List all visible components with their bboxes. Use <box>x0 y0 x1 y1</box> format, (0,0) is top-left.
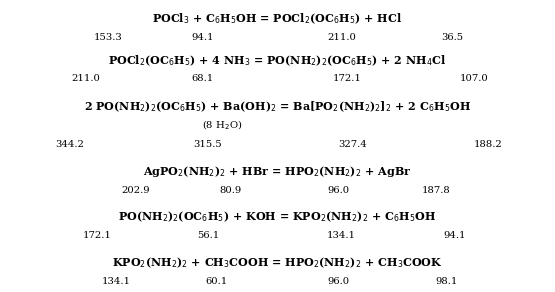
Text: 315.5: 315.5 <box>194 140 223 149</box>
Text: 172.1: 172.1 <box>332 74 361 83</box>
Text: 80.9: 80.9 <box>219 186 241 195</box>
Text: 98.1: 98.1 <box>436 277 458 286</box>
Text: 107.0: 107.0 <box>460 74 489 83</box>
Text: 94.1: 94.1 <box>191 33 214 42</box>
Text: 211.0: 211.0 <box>327 33 356 42</box>
Text: 172.1: 172.1 <box>83 231 112 240</box>
Text: 96.0: 96.0 <box>327 277 350 286</box>
Text: 187.8: 187.8 <box>421 186 450 195</box>
Text: 344.2: 344.2 <box>55 140 84 149</box>
Text: 188.2: 188.2 <box>474 140 503 149</box>
Text: 327.4: 327.4 <box>338 140 367 149</box>
Text: 36.5: 36.5 <box>441 33 463 42</box>
Text: 94.1: 94.1 <box>444 231 466 240</box>
Text: POCl$_2$(OC$_6$H$_5$) + 4 NH$_3$ = PO(NH$_2$)$_2$(OC$_6$H$_5$) + 2 NH$_4$Cl: POCl$_2$(OC$_6$H$_5$) + 4 NH$_3$ = PO(NH… <box>108 53 447 68</box>
Text: 68.1: 68.1 <box>191 74 214 83</box>
Text: POCl$_3$ + C$_6$H$_5$OH = POCl$_2$(OC$_6$H$_5$) + HCl: POCl$_3$ + C$_6$H$_5$OH = POCl$_2$(OC$_6… <box>153 12 402 26</box>
Text: KPO$_2$(NH$_2$)$_2$ + CH$_3$COOH = HPO$_2$(NH$_2$)$_2$ + CH$_3$COOK: KPO$_2$(NH$_2$)$_2$ + CH$_3$COOH = HPO$_… <box>112 256 443 270</box>
Text: 202.9: 202.9 <box>122 186 150 195</box>
Text: 2 PO(NH$_2$)$_2$(OC$_6$H$_5$) + Ba(OH)$_2$ = Ba[PO$_2$(NH$_2$)$_2$]$_2$ + 2 C$_6: 2 PO(NH$_2$)$_2$(OC$_6$H$_5$) + Ba(OH)$_… <box>84 99 471 114</box>
Text: AgPO$_2$(NH$_2$)$_2$ + HBr = HPO$_2$(NH$_2$)$_2$ + AgBr: AgPO$_2$(NH$_2$)$_2$ + HBr = HPO$_2$(NH$… <box>143 164 412 179</box>
Text: 211.0: 211.0 <box>72 74 100 83</box>
Text: 96.0: 96.0 <box>327 186 350 195</box>
Text: 134.1: 134.1 <box>102 277 131 286</box>
Text: 153.3: 153.3 <box>94 33 123 42</box>
Text: 60.1: 60.1 <box>205 277 228 286</box>
Text: 56.1: 56.1 <box>197 231 219 240</box>
Text: (8 H$_2$O): (8 H$_2$O) <box>202 118 242 132</box>
Text: PO(NH$_2$)$_2$(OC$_6$H$_5$) + KOH = KPO$_2$(NH$_2$)$_2$ + C$_6$H$_5$OH: PO(NH$_2$)$_2$(OC$_6$H$_5$) + KOH = KPO$… <box>118 210 437 224</box>
Text: 134.1: 134.1 <box>327 231 356 240</box>
